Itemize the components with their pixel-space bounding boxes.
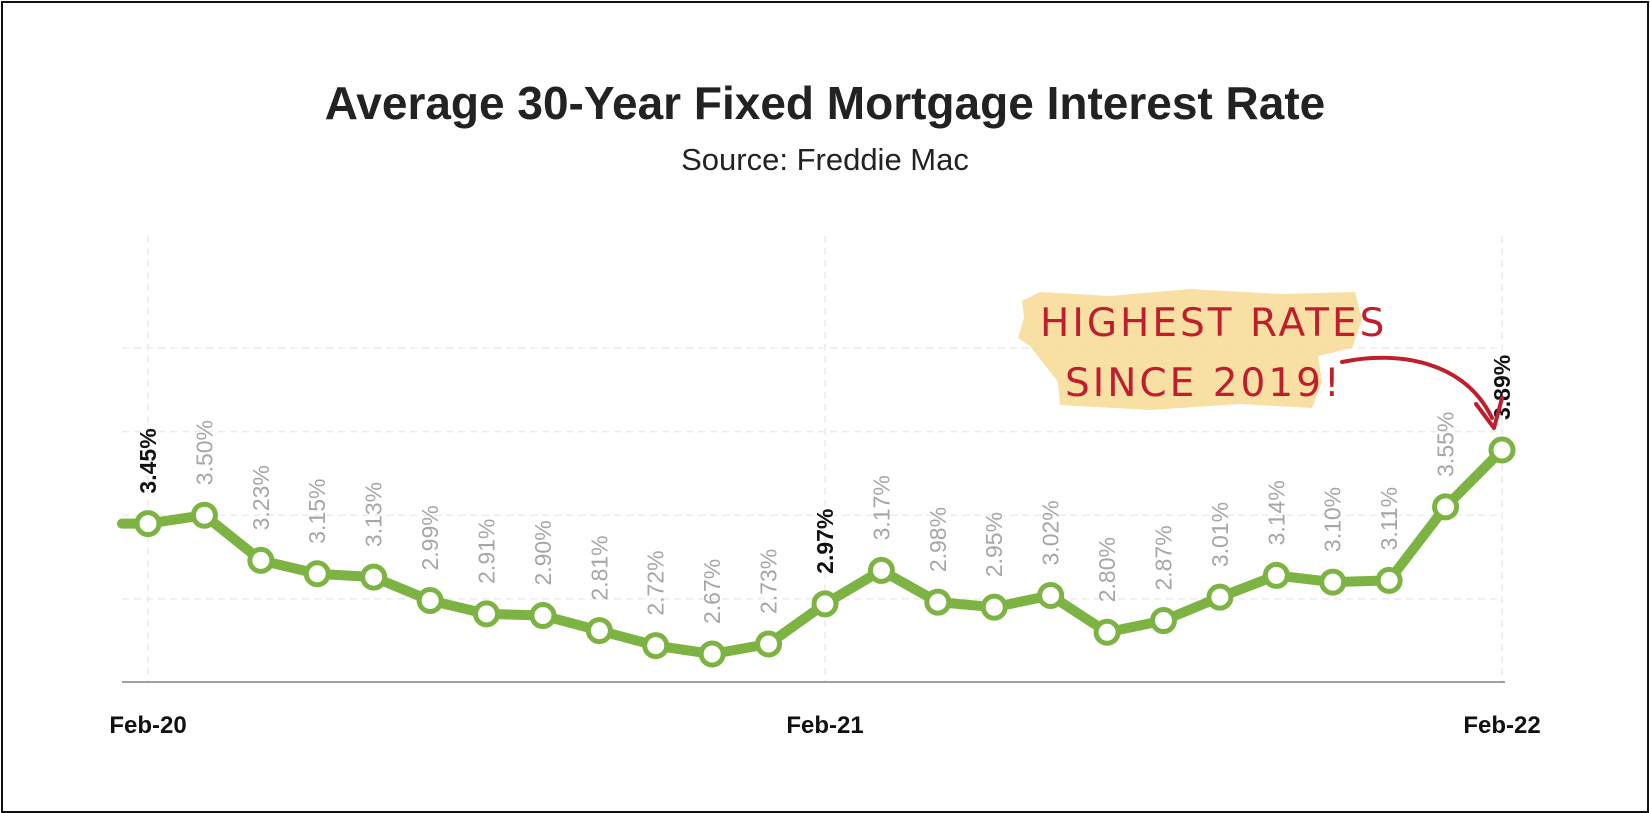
data-label: 3.45% bbox=[135, 428, 161, 493]
data-point bbox=[980, 593, 1008, 621]
data-label: 3.17% bbox=[868, 475, 894, 540]
data-label: 2.73% bbox=[756, 549, 782, 614]
data-point bbox=[1206, 583, 1234, 611]
data-label: 3.01% bbox=[1207, 502, 1233, 567]
x-axis-ticks: Feb-20 Feb-21 Feb-22 bbox=[109, 712, 1540, 739]
data-point bbox=[642, 632, 670, 660]
data-label: 2.95% bbox=[981, 512, 1007, 577]
x-tick-label: Feb-21 bbox=[786, 712, 863, 739]
data-point bbox=[755, 630, 783, 658]
data-label: 2.91% bbox=[474, 519, 500, 584]
data-point bbox=[698, 640, 726, 668]
annotation-arrow bbox=[1340, 355, 1494, 420]
data-label: 3.02% bbox=[1038, 500, 1064, 565]
data-labels: 3.45% 3.50% 3.23% 3.15% 3.13% 2.99% 2.91% 2.90%… bbox=[135, 355, 1515, 624]
x-tick-label: Feb-22 bbox=[1463, 712, 1540, 739]
data-point bbox=[1150, 607, 1177, 635]
data-point bbox=[1432, 493, 1460, 521]
data-point bbox=[585, 617, 613, 645]
data-label: 3.13% bbox=[361, 482, 387, 547]
data-label: 2.97% bbox=[812, 509, 838, 574]
data-label: 3.14% bbox=[1263, 480, 1289, 545]
chart-title: Average 30-Year Fixed Mortgage Interest … bbox=[324, 77, 1326, 129]
annotation-line-1: HIGHEST RATES bbox=[1040, 301, 1387, 346]
data-label: 2.99% bbox=[417, 505, 443, 570]
data-point bbox=[1093, 618, 1121, 646]
data-label: 3.89% bbox=[1489, 355, 1515, 420]
data-label: 2.80% bbox=[1094, 537, 1120, 602]
data-point bbox=[924, 588, 952, 616]
x-tick-label: Feb-20 bbox=[109, 712, 186, 739]
data-point bbox=[416, 586, 444, 614]
data-point bbox=[811, 590, 839, 618]
highest-rates-annotation: HIGHEST RATES SINCE 2019! bbox=[1018, 289, 1504, 430]
data-label: 2.81% bbox=[586, 535, 612, 600]
data-point bbox=[360, 563, 388, 591]
data-label: 2.98% bbox=[925, 507, 951, 572]
annotation-arrowhead bbox=[1474, 396, 1504, 430]
data-label: 2.67% bbox=[699, 559, 725, 624]
annotation-highlight bbox=[1018, 289, 1362, 410]
data-point bbox=[1262, 561, 1290, 589]
data-point bbox=[303, 560, 331, 588]
rate-series bbox=[117, 436, 1516, 668]
data-point bbox=[190, 501, 218, 529]
data-point bbox=[1375, 566, 1403, 594]
grid-lines bbox=[122, 236, 1503, 682]
data-label: 3.23% bbox=[248, 465, 274, 530]
data-point bbox=[1319, 568, 1347, 596]
data-label: 3.10% bbox=[1320, 487, 1346, 552]
chart-subtitle: Source: Freddie Mac bbox=[681, 142, 969, 177]
data-label: 2.90% bbox=[530, 520, 556, 585]
data-label: 3.15% bbox=[304, 479, 330, 544]
data-label: 3.50% bbox=[191, 420, 217, 485]
data-point bbox=[1488, 436, 1516, 464]
data-point bbox=[1037, 581, 1065, 609]
annotation-line-2: SINCE 2019! bbox=[1065, 361, 1343, 406]
data-point bbox=[473, 600, 500, 628]
data-point bbox=[867, 556, 895, 584]
data-point bbox=[134, 510, 162, 538]
data-point bbox=[529, 602, 557, 630]
data-label: 2.87% bbox=[1151, 525, 1177, 590]
data-label: 3.55% bbox=[1433, 412, 1459, 477]
data-label: 2.72% bbox=[643, 550, 669, 615]
data-label: 3.11% bbox=[1376, 487, 1402, 551]
data-point bbox=[247, 546, 275, 574]
